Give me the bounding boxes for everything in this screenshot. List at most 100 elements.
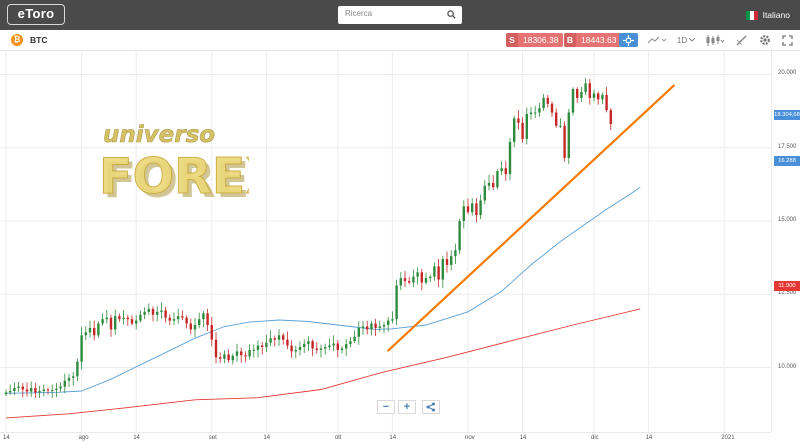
candle-body [609,110,612,125]
candle-body [311,341,314,349]
share-button[interactable] [422,400,440,414]
language-selector[interactable]: Italiano [745,8,790,22]
candle-body [156,311,159,315]
plus-icon: + [403,401,411,413]
instrument-symbol: BTC [30,35,48,45]
candle-body [151,308,155,315]
price-chart[interactable] [0,51,800,444]
candle-body [500,168,503,172]
candle-body [349,341,352,345]
crosshair-icon[interactable] [619,33,638,47]
minus-icon: − [382,401,390,413]
candle-body [59,386,62,389]
candle-body [130,319,134,324]
candle-body [227,354,230,361]
watermark-line1: universo [103,122,215,148]
candle-body [403,278,407,282]
candle-body [374,323,377,328]
candle-body [42,389,45,391]
chart-toolbar: ₿ BTC S 18306.38 B 18443.63 1D [0,30,800,51]
candle-body [51,390,54,392]
language-label: Italiano [762,10,790,20]
candle-body [38,390,41,393]
search-box[interactable]: Ricerca [338,6,462,24]
candle-body [597,93,600,100]
sma-slow-line [5,308,641,419]
price-axis[interactable] [771,51,800,432]
universo-forex-watermark: universo FOREX FOREX [99,122,250,203]
candle-body [101,319,104,324]
candle-body [202,313,205,320]
candle-body [387,320,390,326]
chevron-down-icon [689,38,696,42]
candle-body [219,357,222,359]
candle-body [559,125,562,127]
candle-body [248,349,251,357]
candle-body [46,389,50,391]
candle-body [223,354,226,359]
fullscreen-icon[interactable] [780,33,794,47]
candle-body [496,171,499,188]
candle-body [458,220,461,251]
x-tick-label: 14 [645,435,653,441]
candle-body [370,323,373,330]
candle-body [172,319,176,321]
candle-body [303,344,306,348]
candle-body [378,326,381,328]
candle-body [93,327,96,336]
candle-body [487,182,491,186]
sell-tag: S [506,33,518,47]
candle-body [454,250,457,257]
timeframe-label: 1D [676,35,688,45]
x-tick-label: 2021 [721,435,735,441]
buy-price: 18443.63 [581,35,617,45]
candle-body [210,325,213,340]
x-tick-label: set [208,435,217,441]
candle-body [122,317,125,320]
candle-body [286,339,289,346]
line-chart-icon[interactable] [645,33,669,47]
candle-body [185,317,188,324]
candle-body [9,390,12,393]
candle-body [588,83,591,98]
current-price-tag: 18.304,68 [774,110,800,120]
candle-body [324,347,327,349]
candle-body [366,326,369,330]
candlestick-icon[interactable] [703,33,727,47]
time-axis[interactable] [0,432,771,445]
buy-button[interactable]: B 18443.63 [564,33,622,47]
y-tick-label: 10.000 [778,363,797,370]
timeframe-selector[interactable]: 1D [674,33,698,47]
zoom-out-button[interactable]: − [377,400,395,414]
candle-body [416,272,419,277]
candle-body [433,266,436,277]
candle-body [177,316,180,320]
pencil-icon[interactable] [733,33,749,47]
y-tick-label: 15.000 [778,216,797,223]
x-tick-label: 14 [3,435,10,441]
candle-body [542,97,545,109]
candle-body [408,281,411,283]
top-bar: eToro Ricerca Italiano [0,0,800,30]
candle-body [126,317,129,320]
candle-body [492,182,495,188]
candle-body [34,388,37,393]
etoro-logo[interactable]: eToro [7,4,65,25]
candle-body [30,388,33,392]
candle-body [181,316,184,318]
zoom-in-button[interactable]: + [398,400,416,414]
sell-button[interactable]: S 18306.38 [506,33,564,47]
search-icon[interactable] [447,10,456,19]
gear-icon[interactable] [757,33,773,47]
candle-body [361,326,365,328]
candle-body [168,317,171,321]
candle-body [538,108,541,113]
candle-body [332,343,335,346]
candle-body [592,93,596,98]
candle-body [17,386,20,389]
candle-body [450,256,453,265]
candle-body [601,94,604,100]
candle-body [13,388,16,391]
candle-body [563,125,566,158]
candle-body [265,342,268,348]
